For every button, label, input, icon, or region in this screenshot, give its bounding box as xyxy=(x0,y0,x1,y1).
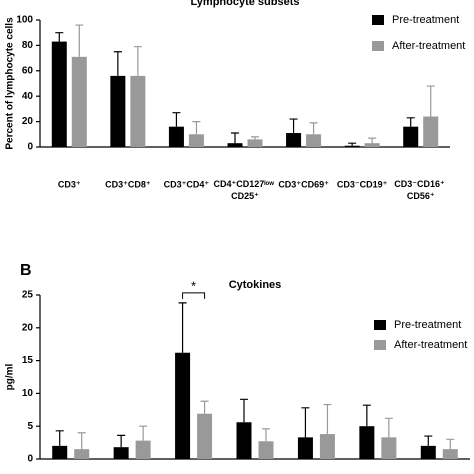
bar xyxy=(52,445,68,459)
x-tick-label: CD3⁺CD69⁺ xyxy=(278,179,329,189)
error-bar xyxy=(231,132,239,144)
error-bar xyxy=(348,142,357,146)
y-tick-label: 40 xyxy=(22,91,34,102)
bar xyxy=(135,440,151,459)
y-tick-label: 5 xyxy=(27,421,33,432)
error-bar xyxy=(117,434,126,448)
error-bar xyxy=(301,407,310,438)
y-tick-label: 20 xyxy=(22,116,34,127)
error-bar xyxy=(55,32,64,42)
error-bar xyxy=(362,404,371,427)
error-bar xyxy=(240,398,248,423)
bar xyxy=(297,437,313,459)
x-tick-label: CD3⁻CD19⁺ xyxy=(337,179,388,189)
y-tick-label: 100 xyxy=(16,15,33,26)
y-tick-label: 80 xyxy=(22,40,34,51)
error-bar xyxy=(368,137,377,144)
legend-swatch xyxy=(374,320,386,330)
chart-title: Lymphocyte subsets xyxy=(190,0,299,8)
legend-swatch xyxy=(372,41,384,51)
significance-bracket xyxy=(182,292,206,299)
bar xyxy=(319,434,335,459)
y-tick-label: 60 xyxy=(22,65,34,76)
y-tick-label: 0 xyxy=(27,142,33,153)
error-bar xyxy=(200,400,209,414)
bar xyxy=(403,126,419,147)
bar xyxy=(359,426,375,459)
error-bar xyxy=(384,417,393,438)
bar xyxy=(113,447,129,459)
chart-title: Cytokines xyxy=(229,279,282,291)
error-bar xyxy=(192,121,201,135)
bar xyxy=(258,441,274,459)
error-bar xyxy=(426,85,435,117)
bar xyxy=(381,437,397,459)
bar xyxy=(71,56,87,147)
y-tick-label: 20 xyxy=(22,322,34,333)
bar xyxy=(420,445,436,459)
error-bar xyxy=(75,24,84,57)
error-bar xyxy=(446,438,455,450)
y-axis-label: pg/ml xyxy=(5,363,16,390)
bar xyxy=(344,145,360,147)
bar xyxy=(286,133,302,147)
bar xyxy=(197,413,213,459)
panel-label: B xyxy=(20,262,32,279)
x-tick-label: CD3⁺CD4⁺ xyxy=(164,179,210,189)
error-bar xyxy=(55,430,64,446)
error-bar xyxy=(172,112,181,127)
error-bar xyxy=(406,117,415,127)
bar xyxy=(423,116,439,147)
error-bar xyxy=(323,403,332,435)
legend-label: After-treatment xyxy=(394,339,467,351)
y-tick-label: 25 xyxy=(22,290,34,301)
error-bar xyxy=(113,51,122,76)
bar xyxy=(168,126,184,147)
bar xyxy=(51,41,67,148)
error-bar xyxy=(262,428,270,442)
bar xyxy=(306,134,322,147)
bar xyxy=(175,352,191,459)
error-bar xyxy=(178,302,187,353)
bar xyxy=(110,75,126,147)
bar xyxy=(442,449,458,459)
x-tick-label: CD3⁺CD8⁺ xyxy=(105,179,151,189)
legend-label: Pre-treatment xyxy=(392,14,459,26)
legend-swatch xyxy=(374,340,386,350)
x-tick-label: CD3⁻CD16⁺ CD56⁺ xyxy=(394,179,447,201)
y-axis-label: Percent of lymphocyte cells xyxy=(5,17,16,150)
legend-label: Pre-treatment xyxy=(394,319,461,331)
y-tick-label: 0 xyxy=(27,454,33,465)
bar xyxy=(247,139,263,147)
bar xyxy=(236,422,252,459)
error-bar xyxy=(77,432,86,450)
error-bar xyxy=(139,425,148,441)
y-tick-label: 10 xyxy=(22,388,34,399)
x-tick-label: CD3⁺ xyxy=(58,179,81,189)
error-bar xyxy=(133,46,142,76)
legend-label: After-treatment xyxy=(392,40,465,52)
error-bar xyxy=(289,118,298,134)
error-bar xyxy=(424,435,433,446)
significance-label: * xyxy=(191,278,196,293)
bar xyxy=(74,449,90,459)
bar xyxy=(188,134,204,147)
x-tick-label: CD4⁺CD127ˡᵒʷ CD25⁺ xyxy=(214,179,277,201)
error-bar xyxy=(251,136,259,140)
legend-swatch xyxy=(372,15,384,25)
error-bar xyxy=(309,122,318,135)
bar xyxy=(227,143,243,147)
bar xyxy=(130,75,146,147)
y-tick-label: 15 xyxy=(22,355,34,366)
bar xyxy=(364,143,380,147)
